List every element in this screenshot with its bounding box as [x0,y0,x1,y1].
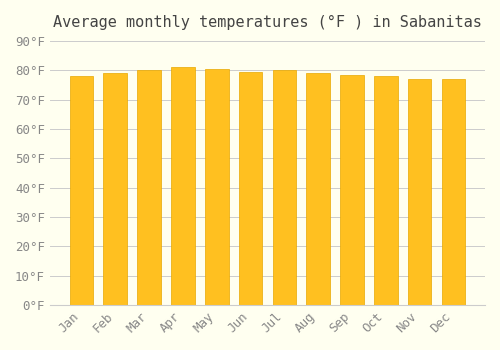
Bar [442,79,465,305]
Bar [138,70,161,305]
Bar [238,72,262,305]
Bar [70,76,94,305]
Bar [205,69,229,305]
Bar [374,76,398,305]
Bar [340,75,364,305]
Bar [408,79,432,305]
Bar [171,67,194,305]
Title: Average monthly temperatures (°F ) in Sabanitas: Average monthly temperatures (°F ) in Sa… [53,15,482,30]
Bar [272,70,296,305]
Bar [306,73,330,305]
Bar [104,73,127,305]
